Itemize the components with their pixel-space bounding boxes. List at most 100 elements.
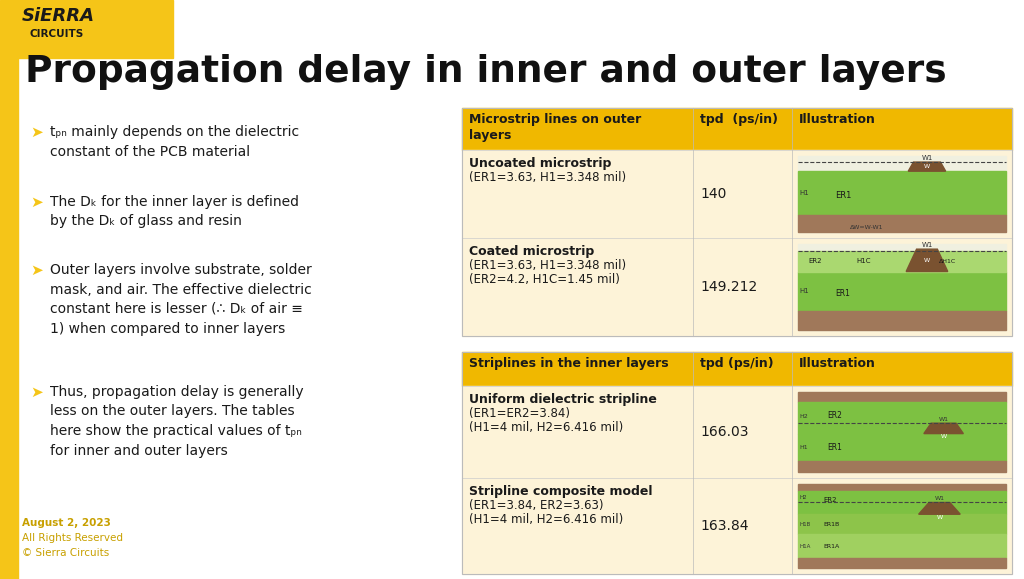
Text: ER2: ER2 bbox=[827, 412, 842, 420]
Bar bbox=[693, 150, 792, 238]
Bar bbox=[798, 272, 1006, 311]
Text: (ER1=3.63, H1=3.348 mil): (ER1=3.63, H1=3.348 mil) bbox=[469, 259, 626, 272]
Text: CIRCUITS: CIRCUITS bbox=[30, 29, 84, 39]
Bar bbox=[462, 108, 693, 150]
Bar bbox=[798, 156, 1006, 232]
Bar bbox=[462, 478, 693, 574]
Polygon shape bbox=[906, 249, 948, 272]
Text: SiERRA: SiERRA bbox=[22, 7, 95, 25]
Bar bbox=[462, 352, 1012, 574]
Bar bbox=[798, 311, 1006, 330]
Text: Outer layers involve substrate, solder
mask, and air. The effective dielectric
c: Outer layers involve substrate, solder m… bbox=[50, 263, 311, 335]
Text: H1: H1 bbox=[799, 190, 809, 196]
Text: ER1: ER1 bbox=[827, 443, 842, 452]
Bar bbox=[798, 171, 1006, 215]
Bar bbox=[792, 386, 1012, 478]
Text: ΔW=W-W1: ΔW=W-W1 bbox=[850, 225, 884, 230]
Text: H1B: H1B bbox=[799, 522, 810, 527]
Text: Stripline composite model: Stripline composite model bbox=[469, 485, 652, 498]
Text: tpd  (ps/in): tpd (ps/in) bbox=[700, 113, 778, 126]
Text: tₚₙ mainly depends on the dielectric
constant of the PCB material: tₚₙ mainly depends on the dielectric con… bbox=[50, 125, 299, 159]
Text: H1A: H1A bbox=[799, 544, 810, 549]
Bar bbox=[798, 558, 1006, 568]
Bar bbox=[693, 352, 792, 386]
Text: W1: W1 bbox=[935, 496, 944, 501]
Bar bbox=[462, 108, 1012, 336]
Text: Illustration: Illustration bbox=[799, 357, 876, 370]
Text: W1: W1 bbox=[922, 242, 933, 248]
Text: 149.212: 149.212 bbox=[700, 280, 758, 294]
Bar bbox=[798, 484, 1006, 491]
Bar bbox=[462, 352, 693, 386]
Text: ER1: ER1 bbox=[836, 289, 850, 298]
Bar bbox=[0, 0, 18, 579]
Bar bbox=[693, 386, 792, 478]
Text: Uniform dielectric stripline: Uniform dielectric stripline bbox=[469, 393, 656, 406]
Text: Microstrip lines on outer
layers: Microstrip lines on outer layers bbox=[469, 113, 641, 142]
Bar bbox=[792, 238, 1012, 336]
Text: ER2: ER2 bbox=[823, 497, 837, 503]
Bar bbox=[792, 352, 1012, 386]
Bar bbox=[693, 238, 792, 336]
Bar bbox=[798, 484, 1006, 568]
Bar bbox=[792, 108, 1012, 150]
Text: Illustration: Illustration bbox=[799, 113, 876, 126]
Text: Propagation delay in inner and outer layers: Propagation delay in inner and outer lay… bbox=[25, 54, 946, 90]
Bar bbox=[693, 108, 792, 150]
Bar bbox=[798, 491, 1006, 514]
Bar bbox=[798, 402, 1006, 434]
Bar bbox=[18, 0, 173, 58]
Bar bbox=[462, 238, 693, 336]
Text: ER1A: ER1A bbox=[823, 544, 840, 549]
Text: Uncoated microstrip: Uncoated microstrip bbox=[469, 157, 611, 170]
Text: August 2, 2023: August 2, 2023 bbox=[22, 518, 111, 528]
Text: ➤: ➤ bbox=[30, 195, 43, 210]
Text: H1C: H1C bbox=[856, 258, 870, 264]
Text: W: W bbox=[924, 258, 930, 263]
Bar bbox=[798, 215, 1006, 232]
Bar bbox=[798, 534, 1006, 558]
Text: H2: H2 bbox=[799, 495, 807, 500]
Text: ER1: ER1 bbox=[836, 191, 852, 200]
Bar bbox=[792, 150, 1012, 238]
Text: ER2: ER2 bbox=[808, 258, 822, 264]
Text: Coated microstrip: Coated microstrip bbox=[469, 245, 594, 258]
Text: tpd (ps/in): tpd (ps/in) bbox=[700, 357, 773, 370]
Text: H1: H1 bbox=[799, 445, 808, 450]
Text: ➤: ➤ bbox=[30, 263, 43, 278]
Text: ➤: ➤ bbox=[30, 385, 43, 400]
Text: (ER1=3.84, ER2=3.63): (ER1=3.84, ER2=3.63) bbox=[469, 499, 603, 512]
Polygon shape bbox=[908, 162, 946, 171]
Text: W: W bbox=[940, 434, 946, 439]
Text: 166.03: 166.03 bbox=[700, 425, 749, 439]
Text: (ER2=4.2, H1C=1.45 mil): (ER2=4.2, H1C=1.45 mil) bbox=[469, 273, 620, 286]
Text: Thus, propagation delay is generally
less on the outer layers. The tables
here s: Thus, propagation delay is generally les… bbox=[50, 385, 304, 457]
Text: W1: W1 bbox=[922, 155, 933, 161]
Text: © Sierra Circuits: © Sierra Circuits bbox=[22, 548, 110, 558]
Bar bbox=[798, 434, 1006, 461]
Text: 140: 140 bbox=[700, 187, 726, 201]
Bar bbox=[798, 251, 1006, 272]
Bar bbox=[462, 386, 693, 478]
Text: (ER1=3.63, H1=3.348 mil): (ER1=3.63, H1=3.348 mil) bbox=[469, 171, 626, 184]
Text: ER1B: ER1B bbox=[823, 522, 840, 527]
Polygon shape bbox=[924, 423, 964, 434]
Text: Striplines in the inner layers: Striplines in the inner layers bbox=[469, 357, 669, 370]
Polygon shape bbox=[919, 503, 961, 514]
Text: 163.84: 163.84 bbox=[700, 519, 749, 533]
Text: ➤: ➤ bbox=[30, 125, 43, 140]
Text: H2: H2 bbox=[799, 413, 808, 419]
Text: ΔH1C: ΔH1C bbox=[939, 259, 956, 263]
Text: The Dₖ for the inner layer is defined
by the Dₖ of glass and resin: The Dₖ for the inner layer is defined by… bbox=[50, 195, 299, 229]
Bar bbox=[798, 392, 1006, 472]
Text: (H1=4 mil, H2=6.416 mil): (H1=4 mil, H2=6.416 mil) bbox=[469, 513, 624, 526]
Text: W: W bbox=[936, 515, 942, 521]
Text: (ER1=ER2=3.84): (ER1=ER2=3.84) bbox=[469, 407, 570, 420]
Text: H1: H1 bbox=[799, 288, 809, 294]
Text: (H1=4 mil, H2=6.416 mil): (H1=4 mil, H2=6.416 mil) bbox=[469, 421, 624, 434]
Text: W: W bbox=[924, 164, 930, 169]
Text: All Rights Reserved: All Rights Reserved bbox=[22, 533, 123, 543]
Bar bbox=[798, 244, 1006, 330]
Bar bbox=[798, 392, 1006, 402]
Bar bbox=[792, 478, 1012, 574]
